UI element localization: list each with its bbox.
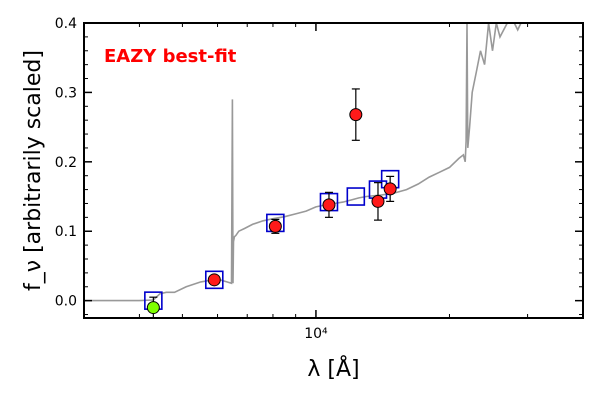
- x-axis-label: λ [Å]: [307, 355, 359, 382]
- observed-flux-point: [383, 182, 397, 196]
- y-tick-label: 0.4: [55, 16, 77, 32]
- observed-flux-point: [268, 219, 282, 233]
- axis-ticks: 0.0 0.1 0.2 0.3 0.4 10⁴: [55, 16, 583, 342]
- x-tick-label: 10⁴: [304, 326, 328, 342]
- y-tick-label: 0.3: [55, 85, 77, 101]
- observed-flux-point: [207, 273, 221, 287]
- observed-flux-point: [146, 301, 160, 315]
- annotation-label: EAZY best-fit: [104, 46, 237, 67]
- y-axis-label: f_ν [arbitrarily scaled]: [21, 50, 46, 291]
- y-tick-label: 0.2: [55, 155, 77, 171]
- y-tick-label: 0.0: [55, 294, 77, 310]
- plot-frame: [83, 22, 584, 319]
- model-flux-square: [346, 187, 366, 206]
- model-spectrum-line: [84, 23, 540, 302]
- plot-area: [84, 23, 540, 318]
- observed-flux-point: [349, 108, 363, 122]
- y-tick-label: 0.1: [55, 224, 77, 240]
- observed-flux-point: [371, 194, 385, 208]
- observed-flux-point: [322, 198, 336, 212]
- model-flux-square: [204, 270, 224, 290]
